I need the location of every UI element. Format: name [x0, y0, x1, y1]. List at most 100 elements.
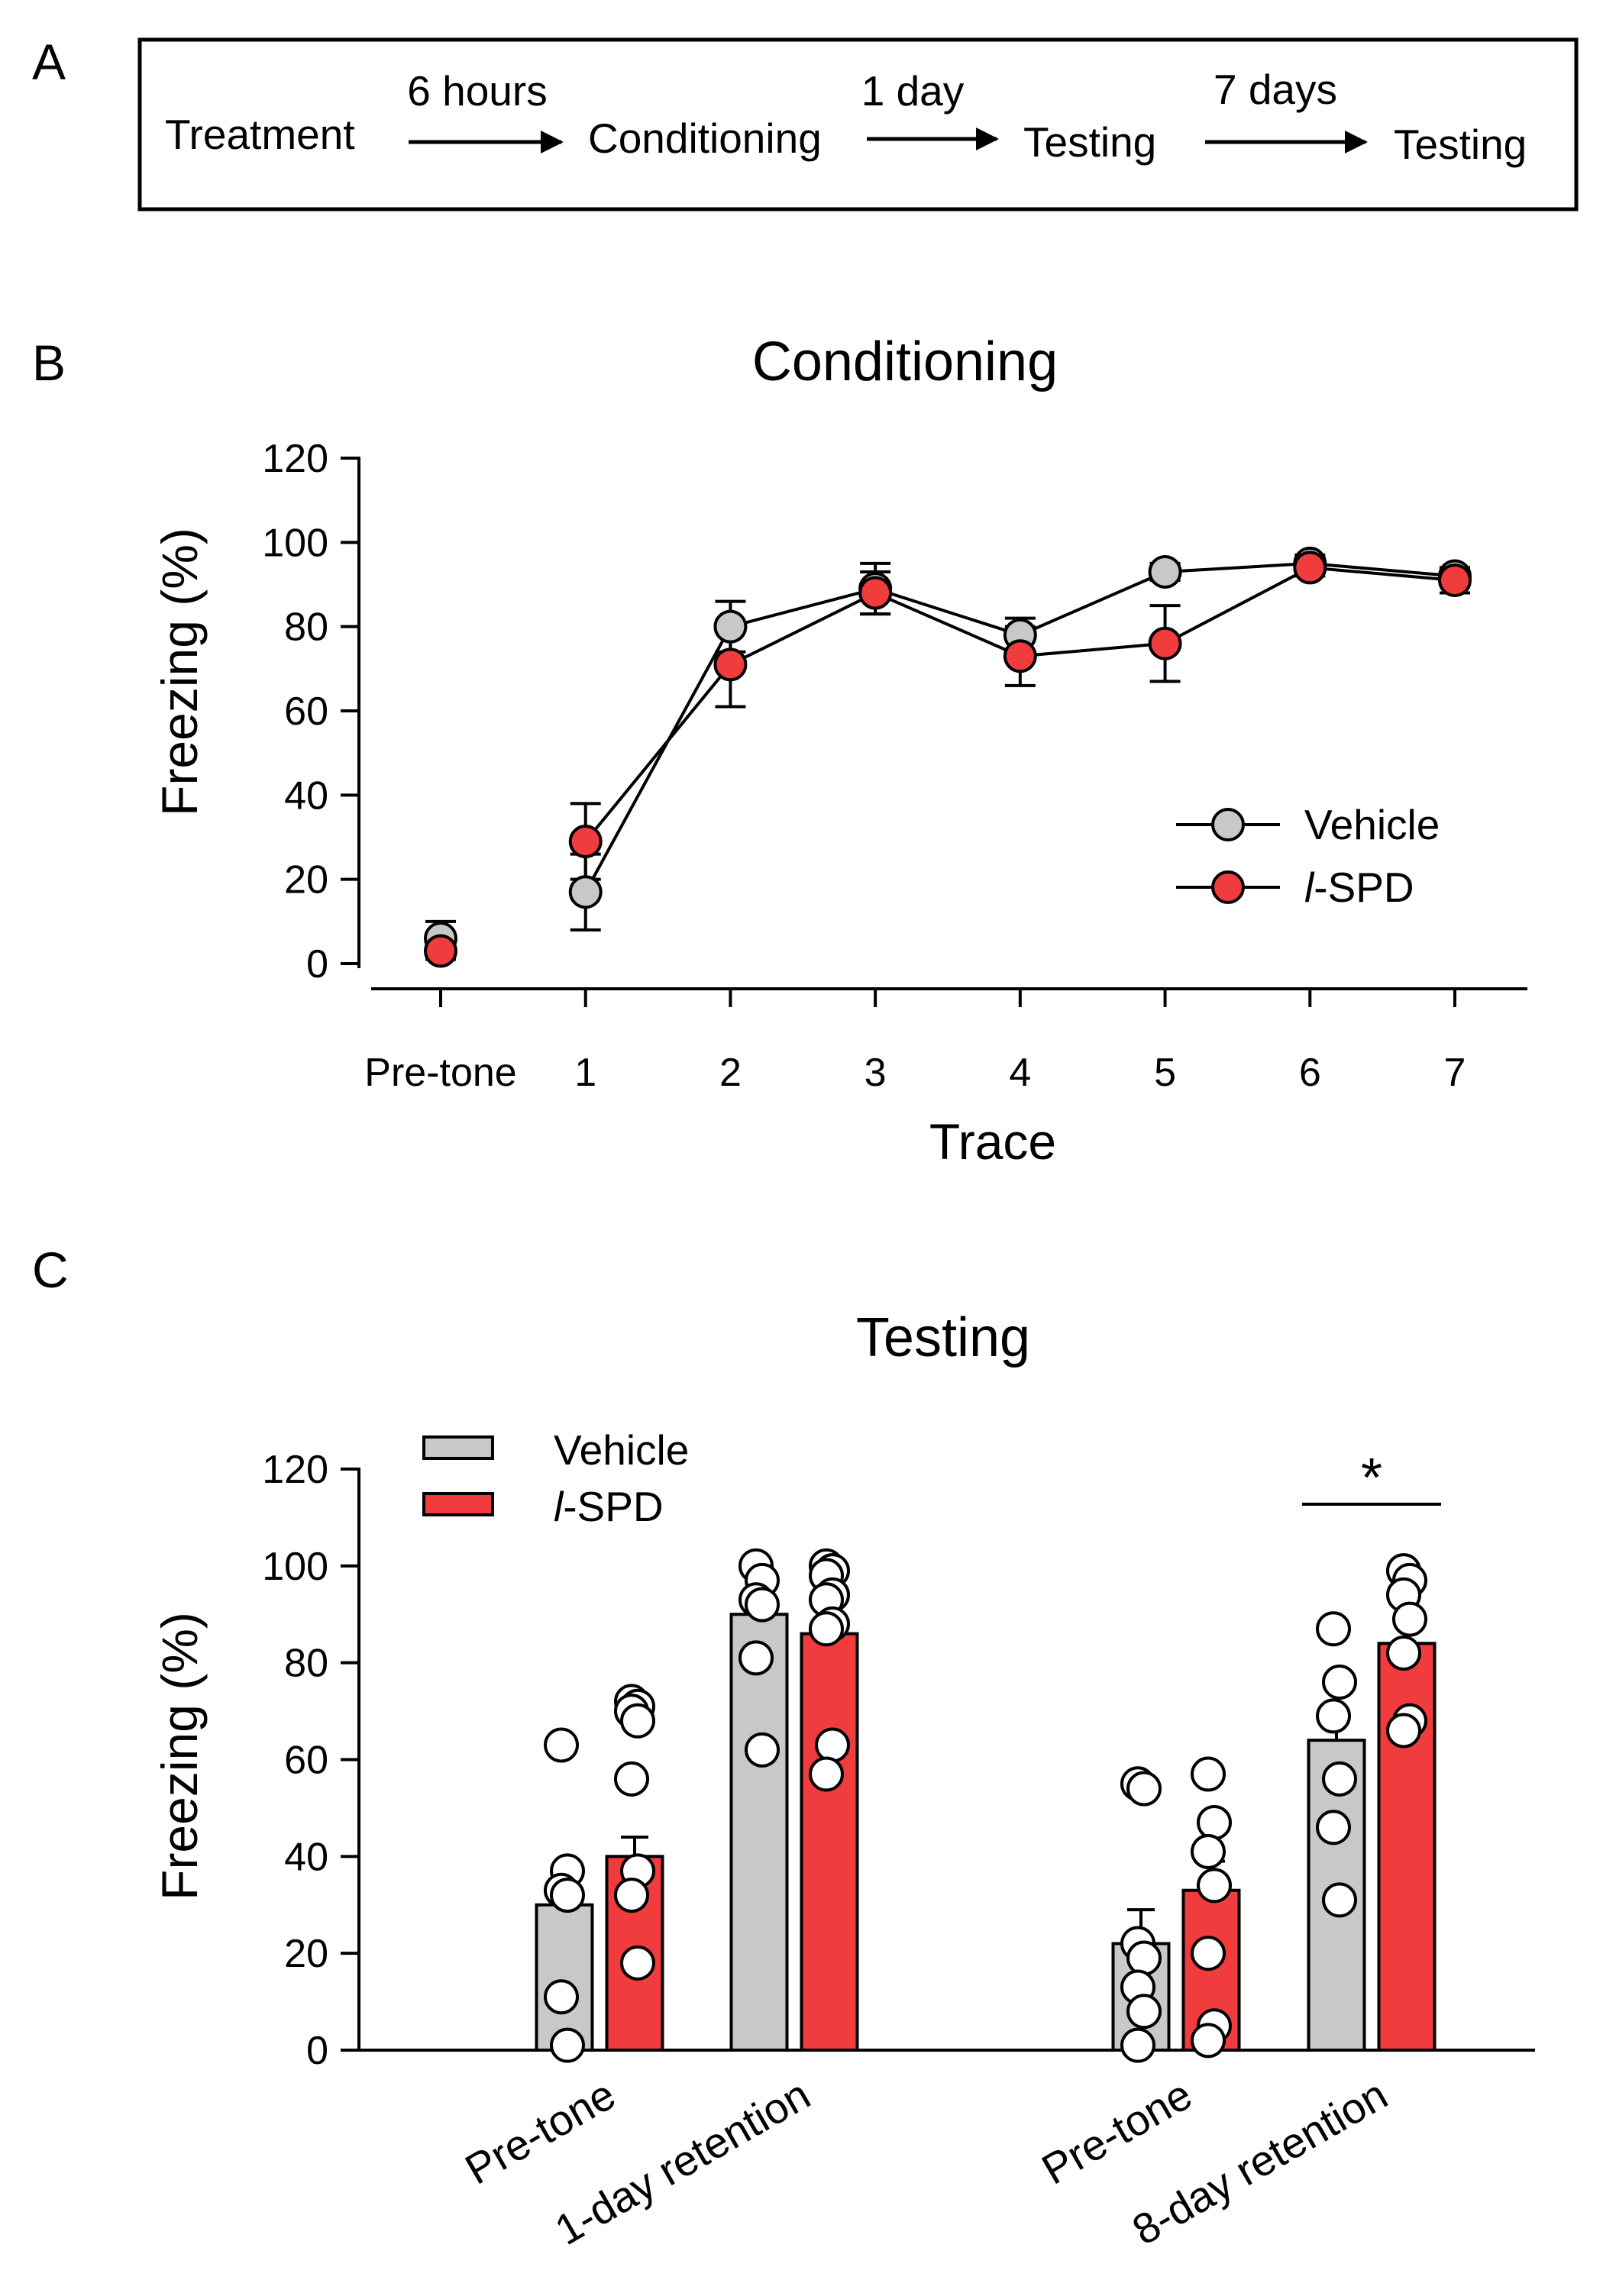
chart-b-ticks: 0 20 40 60 80 100 120 Pre-tone 1 2 3 4 5 6 7 — [262, 437, 1466, 1095]
chart-c-category-label: Pre-tone — [457, 2070, 623, 2194]
chart-b-x-tick-label: 6 — [1299, 1051, 1321, 1095]
data-point-vehicle — [1120, 2027, 1155, 2063]
legend-c-lspd-swatch — [422, 1492, 494, 1516]
chart-c-y-tick-label: 40 — [284, 1835, 328, 1879]
data-point-lspd — [620, 1945, 655, 1981]
interval-6-hours: 6 hours — [407, 67, 547, 115]
chart-c-error-bars — [551, 1598, 1420, 1944]
step-testing-1: Testing — [1023, 118, 1156, 166]
data-point-lspd — [815, 1727, 850, 1763]
data-point-lspd — [424, 934, 457, 968]
chart-b-x-axis-label: Trace — [929, 1113, 1056, 1170]
data-point-vehicle — [1316, 1810, 1351, 1846]
legend-b-lspd-marker — [1211, 870, 1245, 904]
chart-c-y-axis-label: Freezing (%) — [151, 1612, 208, 1900]
chart-c-ticks: 0 20 40 60 80 100 120 — [262, 1448, 359, 2073]
data-point-lspd — [1191, 1756, 1226, 1792]
data-point-lspd — [858, 576, 893, 610]
panel-c: C Testing Freezing (%) Vehicle l-SPD 0 20… — [32, 1242, 1535, 2254]
data-point-lspd — [1392, 1601, 1427, 1637]
chart-b-x-tick-label: 1 — [574, 1051, 596, 1095]
chart-c-bars — [535, 1613, 1437, 2052]
data-point-lspd — [1197, 1804, 1232, 1840]
legend-c-vehicle-label: Vehicle — [554, 1426, 689, 1474]
interval-7-days: 7 days — [1214, 66, 1337, 113]
data-point-vehicle — [1148, 554, 1182, 589]
chart-c-y-tick-label: 100 — [262, 1545, 328, 1589]
data-point-vehicle — [1126, 1771, 1162, 1807]
data-point-lspd — [1197, 1868, 1232, 1904]
legend-c-lspd-label: l-SPD — [554, 1483, 664, 1530]
panel-letter-b: B — [32, 334, 66, 391]
chart-c-y-tick-label: 60 — [284, 1739, 328, 1783]
data-point-vehicle — [550, 2027, 585, 2063]
data-point-lspd — [1293, 551, 1327, 585]
chart-c-y-tick-label: 120 — [262, 1448, 328, 1492]
bar-vehicle — [535, 1903, 594, 2052]
step-testing-2: Testing — [1394, 121, 1527, 168]
significance-asterisk: * — [1361, 1448, 1382, 1509]
chart-c-y-tick-label: 20 — [284, 1932, 328, 1976]
data-point-lspd — [1191, 1833, 1226, 1869]
chart-b-y-tick-label: 120 — [262, 437, 328, 481]
chart-b-markers — [424, 546, 1472, 968]
step-conditioning: Conditioning — [588, 115, 822, 162]
panel-letter-c: C — [32, 1242, 69, 1298]
data-point-vehicle — [1322, 1882, 1357, 1918]
chart-c-y-tick-label: 0 — [306, 2029, 328, 2073]
chart-b-x-tick-label: 3 — [865, 1051, 887, 1095]
bar-vehicle — [729, 1613, 789, 2052]
timeline-box — [137, 37, 1579, 212]
data-point-lspd — [713, 647, 748, 682]
chart-b-y-axis-label: Freezing (%) — [151, 528, 208, 816]
chart-c-significance: * — [1302, 1448, 1441, 1509]
data-point-lspd — [1386, 1713, 1421, 1749]
panel-a: A Treatment 6 hours Conditioning 1 day T… — [32, 34, 1579, 212]
chart-b-x-tick-label: Pre-tone — [364, 1051, 516, 1095]
data-point-vehicle — [1126, 1994, 1162, 2030]
legend-c-lspd-rest: -SPD — [563, 1483, 663, 1530]
data-point-lspd — [809, 1611, 844, 1647]
data-point-lspd — [620, 1703, 655, 1739]
data-point-vehicle — [1316, 1698, 1351, 1734]
data-point-vehicle — [745, 1732, 780, 1768]
step-treatment: Treatment — [165, 111, 355, 158]
error-bar-lspd — [621, 1835, 648, 1857]
data-point-lspd — [1148, 626, 1182, 660]
data-point-vehicle — [1322, 1761, 1357, 1797]
data-point-lspd — [809, 1756, 844, 1792]
panel-b: B Conditioning Freezing (%) Trace 0 20 40 6… — [32, 331, 1527, 1170]
data-point-lspd — [614, 1878, 649, 1913]
chart-b-y-tick-label: 0 — [306, 942, 328, 987]
legend-c-lspd-italic: l — [554, 1483, 564, 1530]
chart-b-x-tick-label: 5 — [1154, 1051, 1176, 1095]
data-point-lspd — [614, 1761, 649, 1797]
data-point-lspd — [1191, 2023, 1226, 2059]
chart-b-y-tick-label: 60 — [284, 689, 328, 734]
data-point-vehicle — [568, 875, 603, 909]
chart-b-y-tick-label: 20 — [284, 858, 328, 903]
data-point-vehicle — [544, 1727, 579, 1763]
chart-c-y-tick-label: 80 — [284, 1642, 328, 1686]
chart-c-legend: Vehicle l-SPD — [422, 1426, 689, 1530]
chart-b-title: Conditioning — [752, 331, 1058, 392]
legend-b-lspd-italic: l — [1304, 864, 1315, 911]
chart-c-data-points — [544, 1548, 1427, 2063]
chart-b-y-tick-label: 40 — [284, 773, 328, 818]
interval-1-day: 1 day — [861, 67, 965, 115]
legend-b-vehicle-marker — [1211, 808, 1245, 841]
data-point-vehicle — [1126, 1940, 1162, 1976]
data-point-vehicle — [738, 1640, 774, 1676]
legend-c-vehicle-swatch — [422, 1435, 494, 1460]
legend-b-vehicle-label: Vehicle — [1304, 801, 1440, 848]
legend-b-lspd-rest: -SPD — [1314, 864, 1414, 911]
legend-b-lspd-label: l-SPD — [1304, 864, 1414, 911]
chart-b-x-tick-label: 7 — [1444, 1051, 1466, 1095]
chart-b-legend: Vehicle l-SPD — [1176, 801, 1440, 911]
panel-letter-a: A — [32, 34, 66, 90]
data-point-vehicle — [550, 1878, 585, 1913]
data-point-lspd — [568, 825, 603, 859]
bar-lspd — [800, 1632, 859, 2052]
data-point-vehicle — [544, 1979, 579, 2015]
